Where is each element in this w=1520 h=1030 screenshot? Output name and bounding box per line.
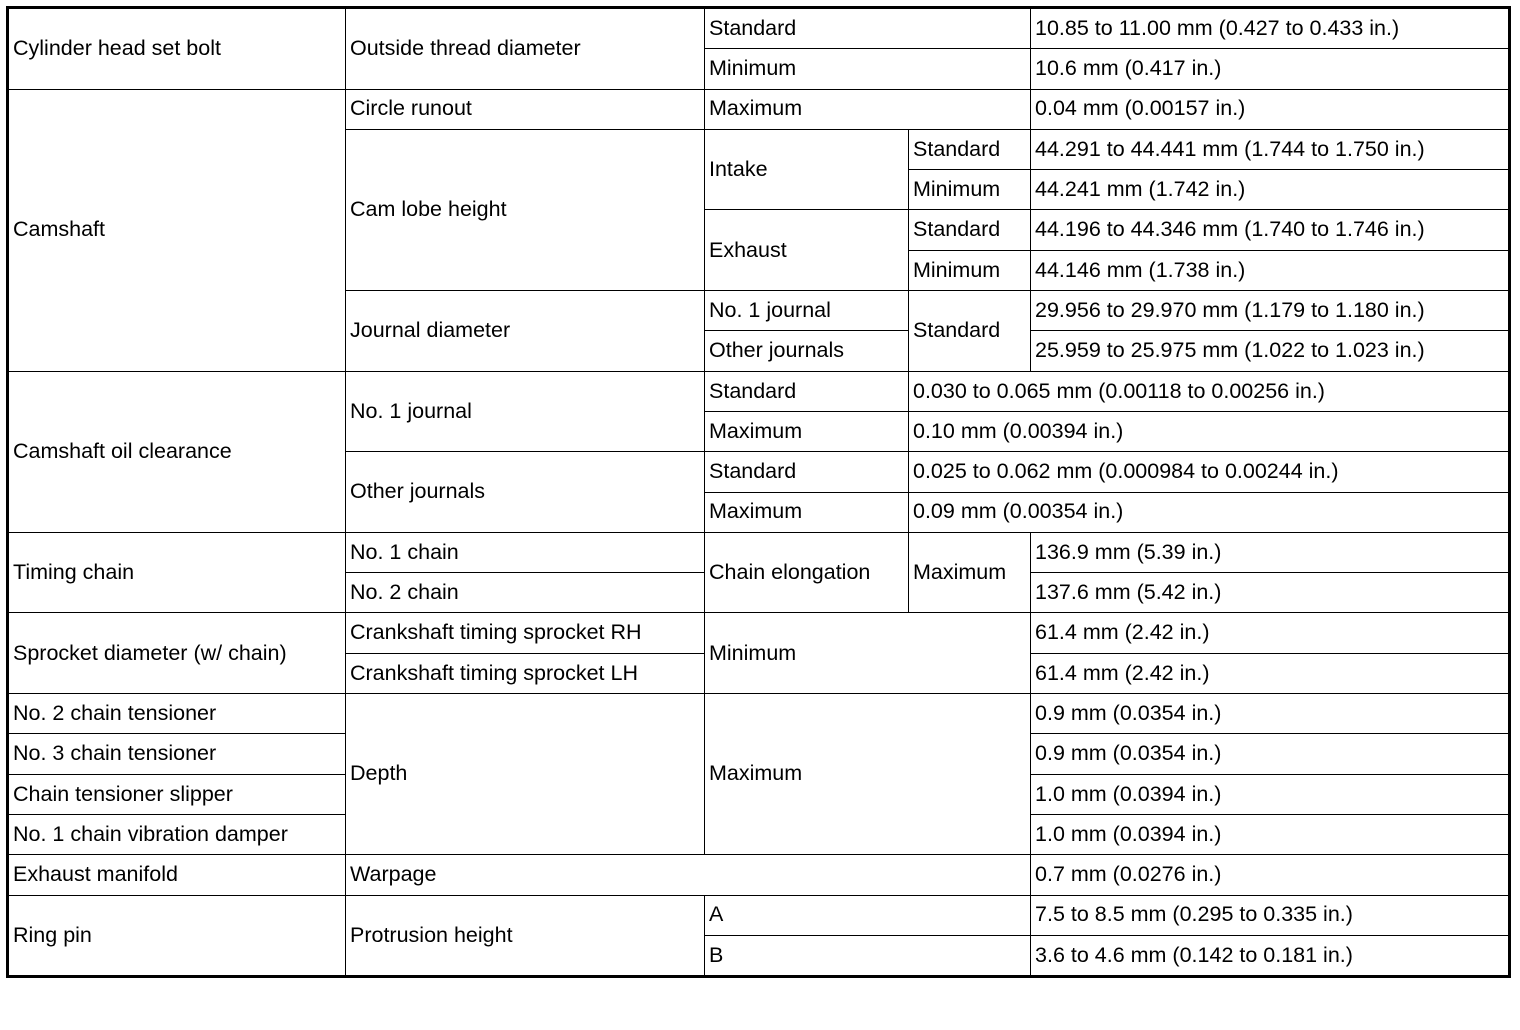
table-cell: Standard: [704, 370, 909, 412]
table-cell: 136.9 mm (5.39 in.): [1030, 531, 1511, 574]
table-cell: 25.959 to 25.975 mm (1.022 to 1.023 in.): [1030, 330, 1511, 372]
table-cell: Timing chain: [7, 531, 346, 614]
table-row: Cylinder head set bolt Outside thread dia…: [7, 6, 1511, 90]
table-cell: Maximum: [703, 88, 1032, 130]
table-cell: Minimum: [703, 612, 1032, 695]
table-row: Maximum 0.10 mm (0.00394 in.): [8, 410, 1511, 453]
table-cell: 61.4 mm (2.42 in.): [1030, 612, 1511, 654]
table-cell: Maximum: [704, 410, 909, 453]
table-row: Camshaft oil clearance No. 1 journal Stand…: [7, 370, 1511, 533]
table-cell: Circle runout: [345, 88, 705, 130]
table-cell: No. 3 chain tensioner: [7, 733, 346, 775]
table-row: Maximum 0.09 mm (0.00354 in.): [8, 491, 1511, 533]
table-cell: Protrusion height: [345, 894, 705, 978]
table-row: Journal diameter No. 1 journal Standard 29.…: [8, 290, 1511, 372]
table-cell: Standard: [907, 128, 1032, 171]
table-cell: Maximum: [703, 693, 1032, 856]
table-cell: A: [703, 894, 1032, 936]
table-row: Timing chain No. 1 chain Chain elongation M…: [7, 531, 1511, 614]
table-cell: Minimum: [907, 169, 1032, 211]
table-cell: 44.241 mm (1.742 in.): [1030, 169, 1511, 211]
table-row: Minimum 44.146 mm (1.738 in.): [8, 249, 1511, 292]
table-cell: Other journals: [704, 330, 909, 372]
table-cell: 1.0 mm (0.0394 in.): [1030, 813, 1511, 856]
table-cell: 44.146 mm (1.738 in.): [1030, 249, 1511, 292]
table-cell: 0.09 mm (0.00354 in.): [907, 491, 1511, 533]
table-cell: 0.7 mm (0.0276 in.): [1030, 854, 1511, 896]
table-cell: 1.0 mm (0.0394 in.): [1030, 773, 1511, 815]
table-cell: B: [703, 934, 1032, 978]
table-cell: 0.9 mm (0.0354 in.): [1030, 733, 1511, 775]
table-cell: 0.030 to 0.065 mm (0.00118 to 0.00256 in…: [907, 370, 1511, 412]
table-cell: No. 2 chain tensioner: [7, 693, 346, 735]
table-cell: 137.6 mm (5.42 in.): [1030, 572, 1511, 614]
table-row: B 3.6 to 4.6 mm (0.142 to 0.181 in.): [8, 934, 1511, 978]
table-cell: No. 1 chain vibration damper: [7, 813, 346, 856]
table-cell: 3.6 to 4.6 mm (0.142 to 0.181 in.): [1030, 934, 1511, 978]
table-row: Camshaft Circle runout Maximum 0.04 mm (0.0…: [7, 88, 1511, 372]
table-cell: 0.04 mm (0.00157 in.): [1030, 88, 1511, 130]
table-cell: Chain elongation: [704, 531, 909, 614]
table-cell: Cam lobe height: [345, 128, 705, 292]
table-row: No. 3 chain tensioner 0.9 mm (0.0354 in.): [7, 733, 1511, 775]
table-cell: Minimum: [907, 249, 1032, 292]
table-cell: 0.025 to 0.062 mm (0.000984 to 0.00244 i…: [907, 451, 1511, 493]
table-cell: Sprocket diameter (w/ chain): [7, 612, 346, 695]
table-cell: 61.4 mm (2.42 in.): [1030, 652, 1511, 695]
table-cell: Warpage: [344, 854, 1032, 896]
table-cell: Ring pin: [7, 894, 346, 978]
table-cell: Camshaft: [7, 88, 346, 372]
table-cell: Intake: [704, 128, 909, 211]
table-row: Sprocket diameter (w/ chain) Crankshaft t…: [7, 612, 1511, 695]
table-cell: 44.196 to 44.346 mm (1.740 to 1.746 in.): [1030, 209, 1511, 251]
table-cell: Other journals: [345, 451, 705, 533]
table-cell: Standard: [907, 209, 1032, 251]
table-cell: No. 1 chain: [345, 531, 705, 574]
table-cell: 29.956 to 29.970 mm (1.179 to 1.180 in.): [1030, 290, 1511, 332]
table-cell: No. 2 chain: [345, 572, 705, 614]
table-row: No. 2 chain tensioner Depth Maximum 0.9 mm …: [7, 693, 1511, 856]
table-cell: 7.5 to 8.5 mm (0.295 to 0.335 in.): [1030, 894, 1511, 936]
table-cell: Outside thread diameter: [345, 7, 705, 90]
table-row: Exhaust Standard 44.196 to 44.346 mm (1.74…: [8, 209, 1511, 292]
table-cell: Exhaust manifold: [7, 854, 346, 896]
table-cell: 44.291 to 44.441 mm (1.744 to 1.750 in.): [1030, 128, 1511, 171]
table-row: Crankshaft timing sprocket LH 61.4 mm (2.…: [8, 652, 1511, 695]
table-cell: Maximum: [704, 491, 909, 533]
table-row: Exhaust manifold Warpage 0.7 mm (0.0276 in…: [7, 854, 1511, 896]
specification-table: Cylinder head set bolt Outside thread dia…: [6, 6, 1512, 979]
table-cell: No. 1 journal: [345, 370, 705, 453]
table-cell: 10.6 mm (0.417 in.): [1030, 48, 1511, 90]
table-cell: 0.10 mm (0.00394 in.): [907, 410, 1511, 453]
table-cell: Crankshaft timing sprocket LH: [345, 652, 705, 695]
table-cell: Crankshaft timing sprocket RH: [345, 612, 705, 654]
table-cell: Journal diameter: [345, 290, 705, 372]
table-cell: Chain tensioner slipper: [7, 773, 346, 815]
table-cell: 0.9 mm (0.0354 in.): [1030, 693, 1511, 735]
table-cell: No. 1 journal: [704, 290, 909, 332]
table-row: Minimum 44.241 mm (1.742 in.): [8, 169, 1511, 211]
table-cell: Exhaust: [704, 209, 909, 292]
table-row: Minimum 10.6 mm (0.417 in.): [8, 48, 1511, 90]
table-row: Other journals 25.959 to 25.975 mm (1.022…: [8, 330, 1511, 372]
table-cell: Minimum: [703, 48, 1032, 90]
table-cell: 10.85 to 11.00 mm (0.427 to 0.433 in.): [1030, 6, 1511, 50]
table-row: Chain tensioner slipper 1.0 mm (0.0394 in…: [7, 773, 1511, 815]
table-cell: Maximum: [907, 531, 1032, 614]
table-row: No. 2 chain 137.6 mm (5.42 in.): [8, 572, 1511, 614]
table-cell: Standard: [703, 6, 1032, 50]
table-cell: Depth: [345, 693, 705, 856]
table-cell: Standard: [907, 290, 1032, 372]
table-cell: Cylinder head set bolt: [7, 7, 346, 90]
table-row: Ring pin Protrusion height A 7.5 to 8.5 mm …: [7, 894, 1511, 978]
table-cell: Camshaft oil clearance: [7, 370, 346, 533]
table-row: Other journals Standard 0.025 to 0.062 mm …: [8, 451, 1511, 533]
table-cell: Standard: [704, 451, 909, 493]
